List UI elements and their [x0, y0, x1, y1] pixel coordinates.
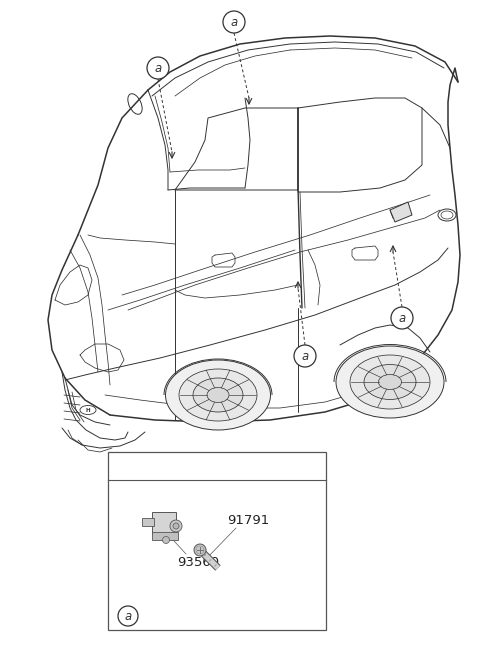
Text: a: a: [124, 609, 132, 623]
Ellipse shape: [207, 387, 229, 402]
Circle shape: [294, 345, 316, 367]
Ellipse shape: [364, 365, 416, 400]
Ellipse shape: [379, 375, 401, 389]
Bar: [108, 452, 326, 630]
Circle shape: [194, 544, 206, 556]
Ellipse shape: [350, 355, 430, 409]
Text: 91791: 91791: [227, 514, 269, 526]
Text: 93560: 93560: [177, 556, 219, 568]
Ellipse shape: [438, 209, 456, 221]
Ellipse shape: [166, 360, 271, 430]
Text: a: a: [398, 312, 406, 324]
Bar: [152, 512, 176, 534]
Circle shape: [170, 520, 182, 532]
Text: a: a: [230, 15, 238, 29]
Circle shape: [223, 11, 245, 33]
Polygon shape: [390, 202, 412, 222]
Circle shape: [163, 536, 169, 544]
Ellipse shape: [193, 378, 243, 412]
Text: a: a: [155, 62, 162, 74]
Bar: [152, 532, 178, 540]
Circle shape: [173, 523, 179, 529]
Ellipse shape: [336, 346, 444, 418]
Ellipse shape: [179, 369, 257, 421]
Bar: [142, 518, 154, 526]
Text: H: H: [86, 408, 90, 412]
Circle shape: [147, 57, 169, 79]
Circle shape: [118, 606, 138, 626]
Text: a: a: [301, 349, 309, 363]
Circle shape: [391, 307, 413, 329]
